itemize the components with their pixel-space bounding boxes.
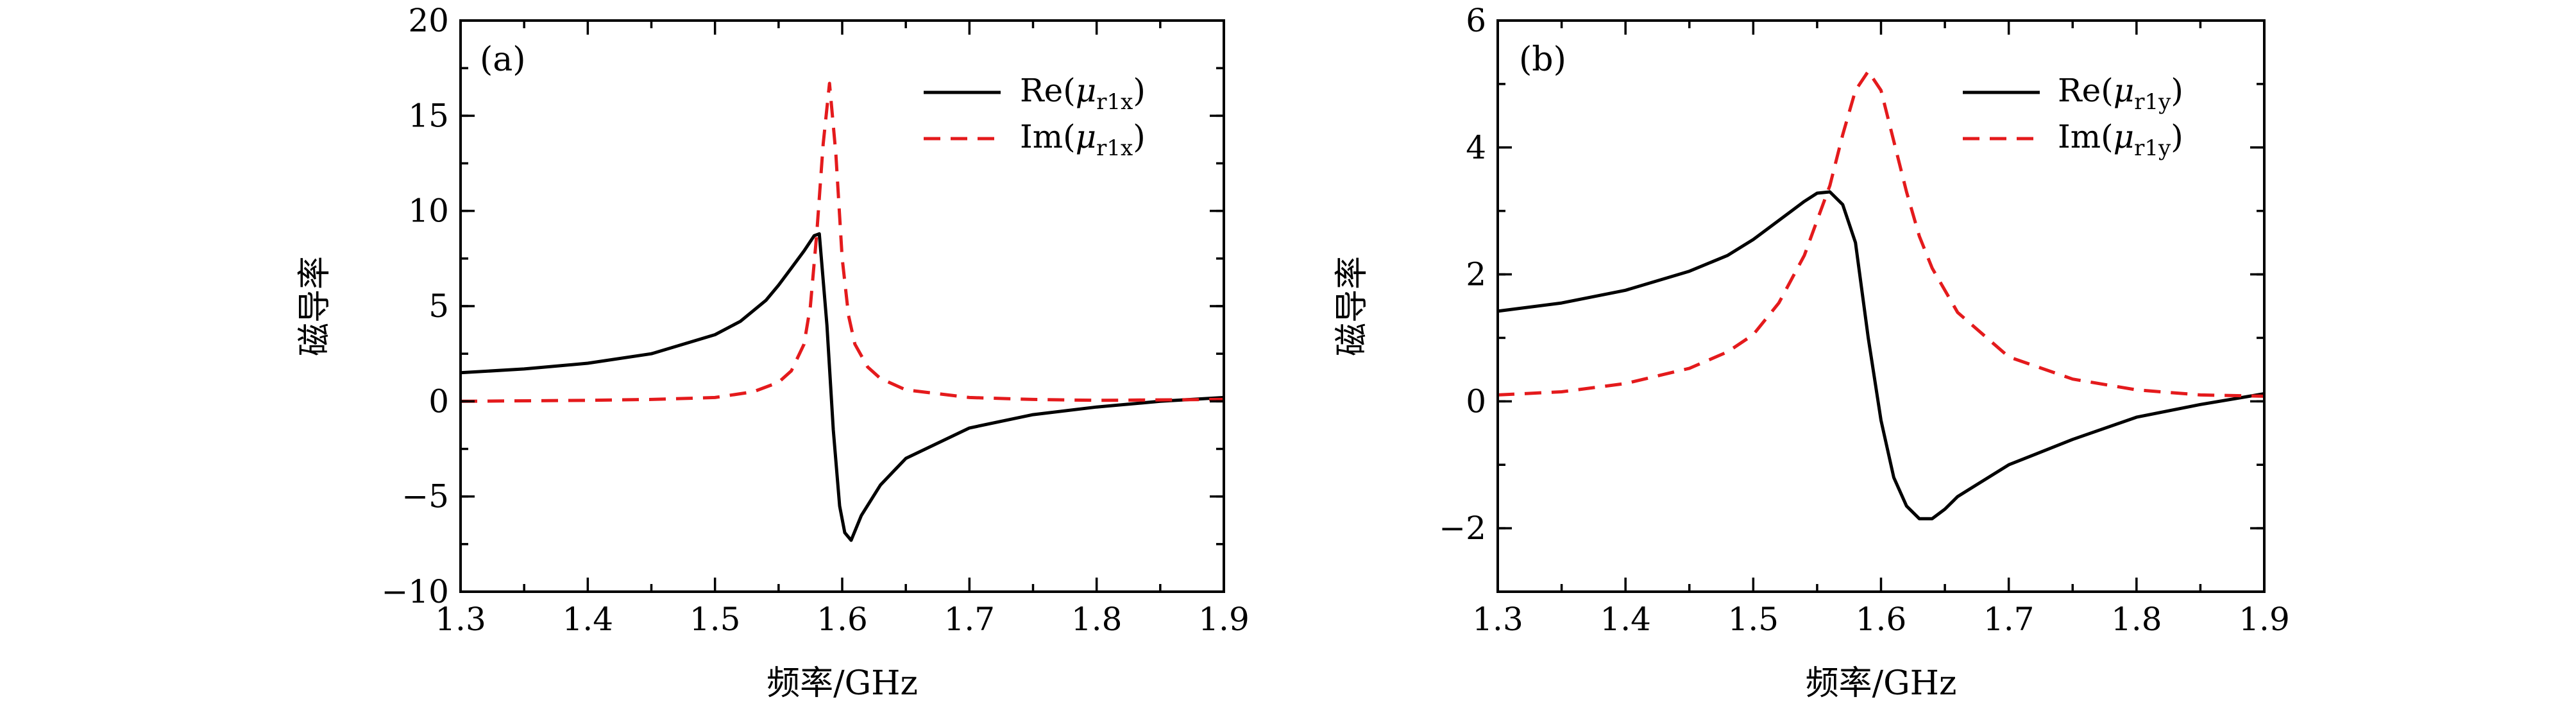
x-tick-label: 1.8	[2111, 601, 2162, 638]
y-tick-label: −5	[402, 478, 449, 515]
x-tick-label: 1.8	[1071, 601, 1123, 638]
x-tick-label: 1.7	[944, 601, 996, 638]
y-tick-label: 6	[1466, 2, 1486, 39]
chart-panel-b: 1.3 1.4 1.5 1.6 1.7 1.8 1.9 −2 0 2 4 6 频率/GHz 磁导率 (b) R…	[1333, 2, 2290, 703]
series-line-re	[460, 232, 1224, 542]
x-tick-label: 1.3	[1472, 601, 1523, 638]
series-line-im	[1497, 69, 2265, 398]
legend-label: Re(μr1x)	[1020, 72, 1146, 115]
legend-label: Re(μr1y)	[2058, 72, 2183, 115]
x-tick-label: 1.4	[1600, 601, 1651, 638]
y-tick-label: 0	[1466, 382, 1486, 420]
x-tick-label: 1.6	[1856, 601, 1907, 638]
legend: Re(μr1x)Im(μr1x)	[924, 72, 1146, 161]
y-tick-label: 10	[408, 193, 449, 230]
y-tick-label: 4	[1466, 129, 1486, 166]
x-tick-label: 1.3	[435, 601, 486, 638]
x-tick-label: 1.7	[1983, 601, 2035, 638]
x-axis-title: 频率/GHz	[767, 664, 918, 703]
y-tick-label: 0	[428, 382, 449, 420]
y-tick-label: 5	[428, 288, 449, 325]
y-axis-title: 磁导率	[296, 256, 334, 356]
y-axis-title: 磁导率	[1333, 256, 1371, 356]
x-tick-label: 1.5	[1728, 601, 1779, 638]
series-line-re	[1497, 190, 2265, 520]
x-axis-title: 频率/GHz	[1806, 664, 1957, 703]
panel-label: (b)	[1519, 40, 1566, 79]
x-tick-label: 1.6	[817, 601, 868, 638]
chart-panel-a: 1.3 1.4 1.5 1.6 1.7 1.8 1.9 −10 −5 0 5 10 15 20 频率/GHz…	[296, 2, 1250, 703]
x-tick-label: 1.9	[2239, 601, 2290, 638]
x-tick-label: 1.5	[690, 601, 741, 638]
x-tick-label: 1.9	[1198, 601, 1250, 638]
y-tick-label: 2	[1466, 256, 1486, 293]
series-line-im	[460, 82, 1224, 403]
y-tick-label: −2	[1439, 510, 1486, 547]
y-tick-label: −10	[381, 573, 449, 610]
panel-label: (a)	[480, 40, 526, 79]
y-tick-label: 20	[408, 2, 449, 39]
legend-label: Im(μr1y)	[2058, 118, 2183, 161]
x-tick-label: 1.4	[563, 601, 614, 638]
y-tick-label: 15	[408, 97, 449, 134]
legend: Re(μr1y)Im(μr1y)	[1963, 72, 2183, 161]
legend-label: Im(μr1x)	[1020, 118, 1146, 161]
